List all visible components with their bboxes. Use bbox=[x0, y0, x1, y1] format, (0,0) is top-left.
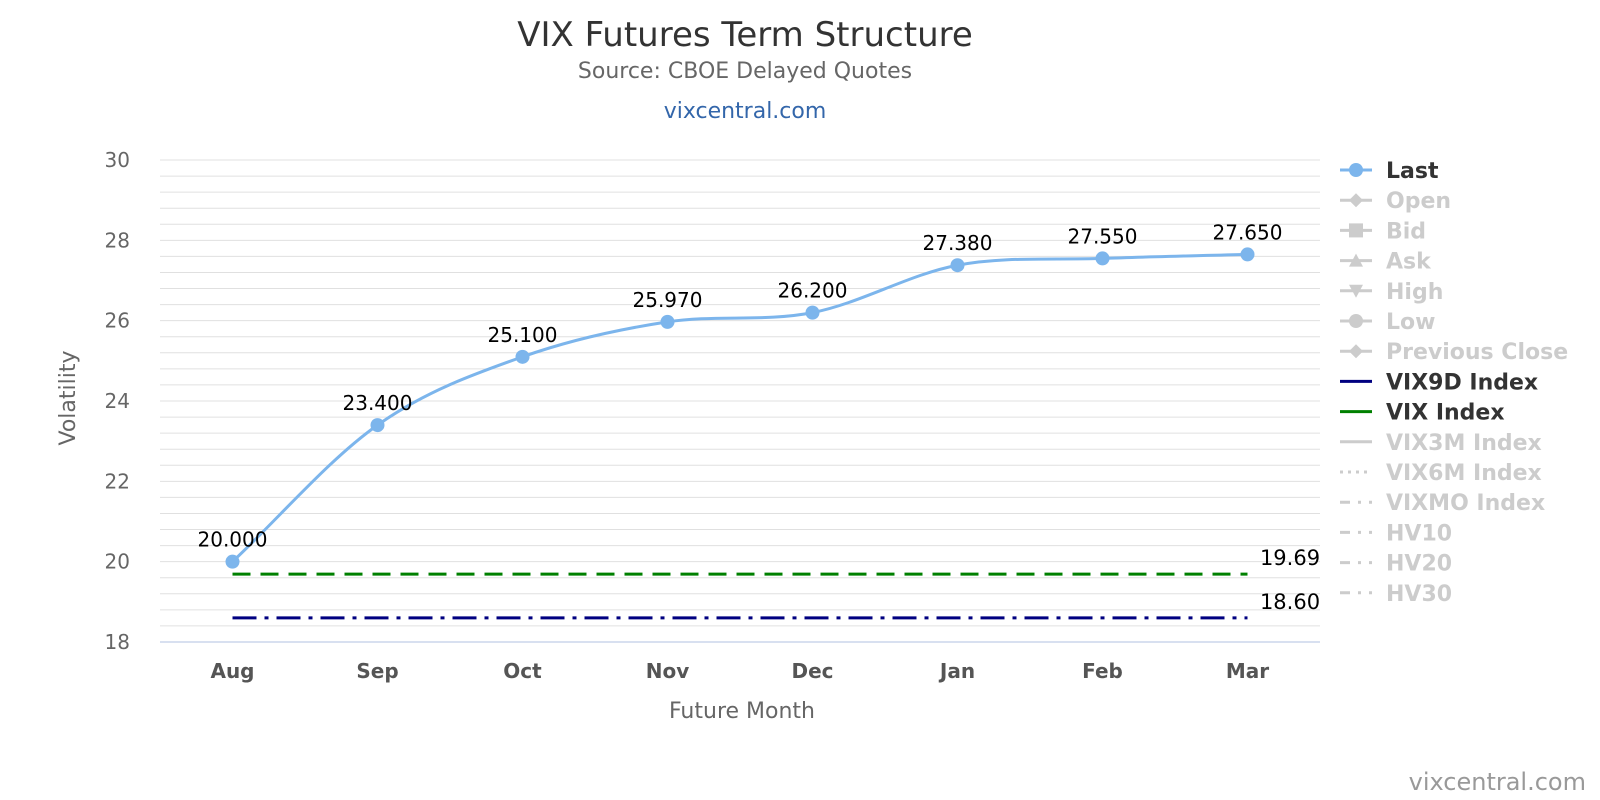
data-point[interactable] bbox=[515, 349, 530, 364]
legend-label: Previous Close bbox=[1386, 340, 1568, 365]
data-label: 26.200 bbox=[778, 279, 848, 303]
data-label: 27.550 bbox=[1068, 224, 1138, 248]
legend-item[interactable]: HV10 bbox=[1340, 521, 1452, 546]
chart-title: VIX Futures Term Structure bbox=[517, 15, 973, 55]
legend-label: High bbox=[1386, 280, 1443, 305]
legend-label: VIXMO Index bbox=[1386, 491, 1545, 516]
legend-item[interactable]: VIX3M Index bbox=[1340, 431, 1542, 456]
reference-lines: 19.69 18.60 bbox=[232, 546, 1320, 620]
legend-label: Last bbox=[1386, 159, 1439, 184]
data-point[interactable] bbox=[1240, 247, 1255, 262]
legend-label: VIX6M Index bbox=[1386, 461, 1542, 486]
x-tick-label: Dec bbox=[791, 659, 833, 683]
legend-label: HV30 bbox=[1386, 582, 1452, 607]
y-tick-label: 24 bbox=[105, 389, 130, 413]
legend-item[interactable]: HV20 bbox=[1340, 552, 1452, 577]
legend-label: Low bbox=[1386, 310, 1435, 335]
vix-index-label: 19.69 bbox=[1260, 546, 1320, 570]
legend-label: Ask bbox=[1386, 250, 1432, 275]
legend-item[interactable]: Open bbox=[1340, 189, 1451, 214]
legend-item[interactable]: Last bbox=[1340, 159, 1439, 184]
legend: Last Open Bid Ask High Low Previous Close VIX9D… bbox=[1340, 159, 1568, 607]
legend-label: VIX9D Index bbox=[1386, 370, 1538, 395]
y-axis: 18 20 22 24 26 28 30 bbox=[105, 148, 130, 654]
data-label: 25.970 bbox=[633, 288, 703, 312]
x-tick-label: Aug bbox=[210, 659, 254, 683]
data-point[interactable] bbox=[950, 258, 965, 273]
data-point[interactable] bbox=[1095, 251, 1110, 266]
chart-subtitle: Source: CBOE Delayed Quotes bbox=[578, 59, 912, 84]
data-point[interactable] bbox=[225, 554, 240, 569]
legend-marker-diamond bbox=[1349, 193, 1363, 208]
legend-marker-circle bbox=[1349, 163, 1363, 177]
vix9d-index-label: 18.60 bbox=[1260, 590, 1320, 614]
grid-lines bbox=[160, 159, 1320, 643]
x-tick-label: Mar bbox=[1226, 659, 1269, 683]
source-link[interactable]: vixcentral.com bbox=[664, 99, 827, 124]
chart-credit[interactable]: vixcentral.com bbox=[1409, 768, 1586, 796]
legend-item[interactable]: High bbox=[1340, 280, 1443, 305]
legend-item[interactable]: VIX Index bbox=[1340, 401, 1505, 426]
y-tick-label: 26 bbox=[105, 309, 130, 333]
data-label: 20.000 bbox=[198, 528, 268, 552]
y-tick-label: 20 bbox=[105, 550, 130, 574]
x-tick-label: Jan bbox=[938, 659, 975, 683]
legend-label: Bid bbox=[1386, 219, 1426, 244]
x-tick-label: Sep bbox=[356, 659, 398, 683]
legend-item[interactable]: Bid bbox=[1340, 219, 1426, 244]
legend-item[interactable]: HV30 bbox=[1340, 582, 1452, 607]
x-tick-label: Nov bbox=[646, 659, 690, 683]
data-label: 25.100 bbox=[488, 323, 558, 347]
legend-marker-triangle bbox=[1349, 253, 1363, 267]
y-tick-label: 18 bbox=[105, 630, 130, 654]
legend-marker-square bbox=[1349, 223, 1363, 238]
legend-label: VIX Index bbox=[1386, 401, 1505, 426]
legend-item[interactable]: Low bbox=[1340, 310, 1435, 335]
legend-marker-circle bbox=[1349, 314, 1363, 328]
data-label: 27.650 bbox=[1213, 220, 1283, 244]
legend-label: VIX3M Index bbox=[1386, 431, 1542, 456]
legend-marker-diamond bbox=[1349, 344, 1363, 359]
legend-item[interactable]: Ask bbox=[1340, 250, 1432, 275]
y-tick-label: 30 bbox=[105, 148, 130, 172]
x-axis: Aug Sep Oct Nov Dec Jan Feb Mar bbox=[160, 641, 1320, 683]
data-label: 27.380 bbox=[923, 231, 993, 255]
data-point[interactable] bbox=[660, 314, 675, 329]
legend-item[interactable]: Previous Close bbox=[1340, 340, 1568, 365]
legend-label: HV10 bbox=[1386, 521, 1452, 546]
y-axis-label: Volatility bbox=[56, 350, 81, 445]
data-point[interactable] bbox=[805, 305, 820, 320]
legend-item[interactable]: VIXMO Index bbox=[1340, 491, 1545, 516]
data-point[interactable] bbox=[370, 418, 385, 433]
legend-item[interactable]: VIX9D Index bbox=[1340, 370, 1538, 395]
series-last: 20.000 23.400 25.100 25.970 26.200 27.380 27.5… bbox=[198, 220, 1283, 569]
x-tick-label: Feb bbox=[1082, 659, 1123, 683]
data-label: 23.400 bbox=[343, 391, 413, 415]
legend-label: HV20 bbox=[1386, 552, 1452, 577]
y-tick-label: 28 bbox=[105, 228, 130, 252]
x-tick-label: Oct bbox=[503, 659, 542, 683]
x-axis-label: Future Month bbox=[669, 699, 815, 724]
legend-marker-triangle-down bbox=[1349, 284, 1363, 298]
legend-item[interactable]: VIX6M Index bbox=[1340, 461, 1542, 486]
legend-label: Open bbox=[1386, 189, 1451, 214]
y-tick-label: 22 bbox=[105, 469, 130, 493]
